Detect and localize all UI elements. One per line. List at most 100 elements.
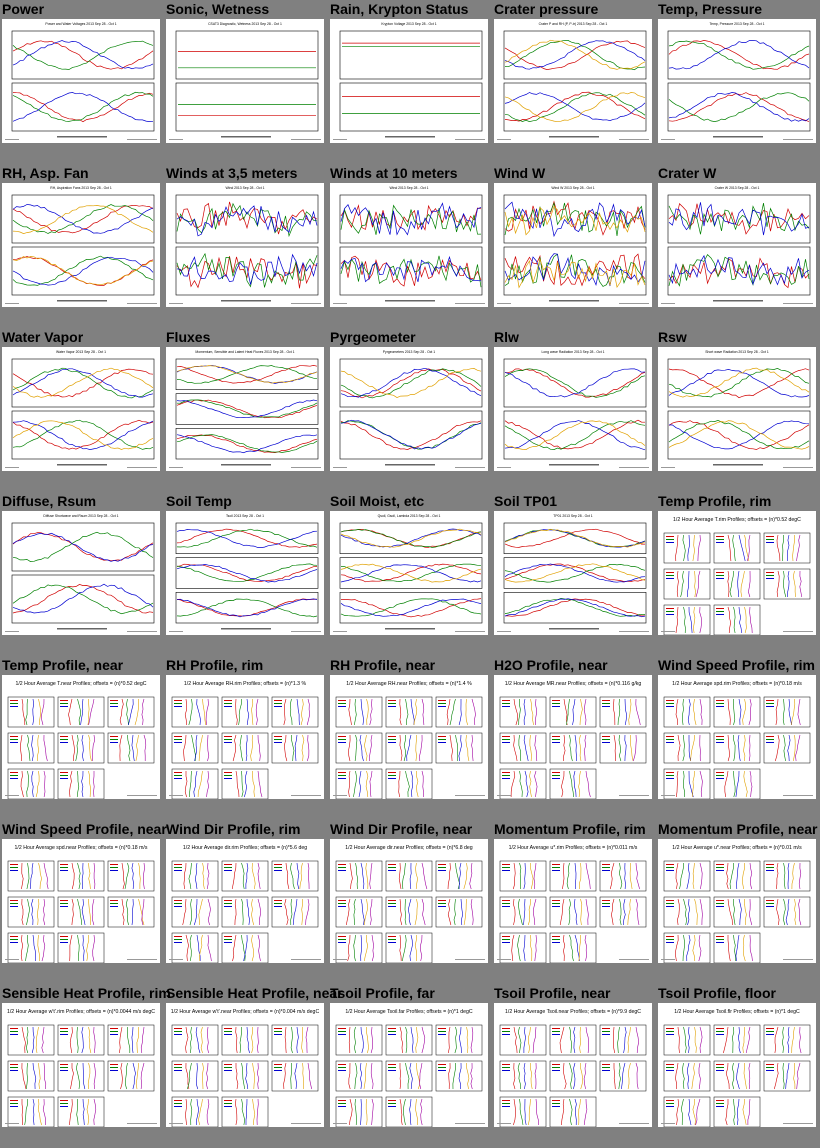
thumbnail-title[interactable]: H2O Profile, near: [494, 657, 608, 673]
thumbnail-title[interactable]: Fluxes: [166, 329, 211, 345]
plot-image[interactable]: Pyrgeometers 2013 Sep 28 - Oct 1: [330, 347, 488, 471]
plot-image[interactable]: 1/2 Hour Average u*.rim Profiles; offset…: [494, 839, 652, 963]
thumbnail-title[interactable]: Wind Dir Profile, near: [330, 821, 473, 837]
thumbnail-title[interactable]: RH Profile, rim: [166, 657, 264, 673]
thumbnail-pyrgeometer[interactable]: Pyrgeometer Pyrgeometers 2013 Sep 28 - Oc…: [328, 328, 492, 492]
thumbnail-title[interactable]: RH, Asp. Fan: [2, 165, 89, 181]
thumbnail-tsoil-profile-far[interactable]: Tsoil Profile, far 1/2 Hour Average Tsoil…: [328, 984, 492, 1148]
plot-image[interactable]: 1/2 Hour Average w't'.near Profiles; off…: [166, 1003, 324, 1127]
plot-image[interactable]: 1/2 Hour Average RH.rim Profiles; offset…: [166, 675, 324, 799]
plot-image[interactable]: 1/2 Hour Average dir.rim Profiles; offse…: [166, 839, 324, 963]
thumbnail-title[interactable]: Rsw: [658, 329, 687, 345]
thumbnail-title[interactable]: Winds at 10 meters: [330, 165, 458, 181]
thumbnail-tsoil-profile-floor[interactable]: Tsoil Profile, floor 1/2 Hour Average Tso…: [656, 984, 820, 1148]
thumbnail-fluxes[interactable]: Fluxes Momentum, Sensible and Latent Heat…: [164, 328, 328, 492]
thumbnail-soil-moist-etc[interactable]: Soil Moist, etc Qsoil, Gsoil, Lambda 2013…: [328, 492, 492, 656]
thumbnail-rh-asp-fan[interactable]: RH, Asp. Fan RH, Aspiration Fans 2013 Sep…: [0, 164, 164, 328]
thumbnail-title[interactable]: Tsoil Profile, far: [330, 985, 435, 1001]
plot-image[interactable]: Tsoil 2013 Sep 28 - Oct 1: [166, 511, 324, 635]
plot-image[interactable]: 1/2 Hour Average Tsoil.near Profiles; of…: [494, 1003, 652, 1127]
thumbnail-title[interactable]: Soil Moist, etc: [330, 493, 425, 509]
plot-image[interactable]: Wind 2013 Sep 28 - Oct 1: [330, 183, 488, 307]
thumbnail-temp-pressure[interactable]: Temp, Pressure Temp, Pressure 2013 Sep 28…: [656, 0, 820, 164]
plot-image[interactable]: 1/2 Hour Average T.near Profiles; offset…: [2, 675, 160, 799]
thumbnail-title[interactable]: Temp, Pressure: [658, 1, 763, 17]
thumbnail-title[interactable]: Crater W: [658, 165, 717, 181]
thumbnail-title[interactable]: Diffuse, Rsum: [2, 493, 97, 509]
plot-image[interactable]: CSAT3 Diagnostic, Wetness 2013 Sep 28 - …: [166, 19, 324, 143]
thumbnail-title[interactable]: Wind W: [494, 165, 546, 181]
thumbnail-title[interactable]: Rain, Krypton Status: [330, 1, 469, 17]
thumbnail-title[interactable]: Rlw: [494, 329, 519, 345]
thumbnail-temp-profile-near[interactable]: Temp Profile, near 1/2 Hour Average T.nea…: [0, 656, 164, 820]
plot-image[interactable]: Water Vapor 2013 Sep 28 - Oct 1: [2, 347, 160, 471]
thumbnail-title[interactable]: Tsoil Profile, floor: [658, 985, 776, 1001]
thumbnail-momentum-profile-near[interactable]: Momentum Profile, near 1/2 Hour Average u…: [656, 820, 820, 984]
plot-image[interactable]: 1/2 Hour Average T.rim Profiles; offsets…: [658, 511, 816, 635]
plot-image[interactable]: Long wave Radiation 2013 Sep 28 - Oct 1: [494, 347, 652, 471]
thumbnail-sensible-heat-profile-near[interactable]: Sensible Heat Profile, near 1/2 Hour Aver…: [164, 984, 343, 1148]
plot-image[interactable]: 1/2 Hour Average spd.rim Profiles; offse…: [658, 675, 816, 799]
plot-image[interactable]: 1/2 Hour Average Tsoil.far Profiles; off…: [330, 1003, 488, 1127]
plot-image[interactable]: Short wave Radiation 2013 Sep 28 - Oct 1: [658, 347, 816, 471]
thumbnail-title[interactable]: Soil TP01: [494, 493, 558, 509]
plot-image[interactable]: Wind 2013 Sep 28 - Oct 1: [166, 183, 324, 307]
plot-image[interactable]: Temp, Pressure 2013 Sep 28 - Oct 1: [658, 19, 816, 143]
thumbnail-title[interactable]: Sensible Heat Profile, rim: [2, 985, 171, 1001]
thumbnail-soil-temp[interactable]: Soil Temp Tsoil 2013 Sep 28 - Oct 1: [164, 492, 328, 656]
thumbnail-title[interactable]: Soil Temp: [166, 493, 232, 509]
thumbnail-momentum-profile-rim[interactable]: Momentum Profile, rim 1/2 Hour Average u*…: [492, 820, 656, 984]
thumbnail-title[interactable]: Momentum Profile, near: [658, 821, 818, 837]
thumbnail-title[interactable]: Wind Speed Profile, near: [2, 821, 167, 837]
thumbnail-wind-w[interactable]: Wind W Wind W 2013 Sep 28 - Oct 1: [492, 164, 656, 328]
thumbnail-title[interactable]: Water Vapor: [2, 329, 84, 345]
thumbnail-tsoil-profile-near[interactable]: Tsoil Profile, near 1/2 Hour Average Tsoi…: [492, 984, 656, 1148]
thumbnail-winds-at-3-5-meters[interactable]: Winds at 3,5 meters Wind 2013 Sep 28 - Oc…: [164, 164, 328, 328]
plot-image[interactable]: Crater P and RH (P, P-tr) 2013 Sep 28 - …: [494, 19, 652, 143]
thumbnail-wind-dir-profile-rim[interactable]: Wind Dir Profile, rim 1/2 Hour Average di…: [164, 820, 328, 984]
thumbnail-rh-profile-rim[interactable]: RH Profile, rim 1/2 Hour Average RH.rim P…: [164, 656, 328, 820]
thumbnail-wind-speed-profile-rim[interactable]: Wind Speed Profile, rim 1/2 Hour Average …: [656, 656, 820, 820]
thumbnail-title[interactable]: Sonic, Wetness: [166, 1, 270, 17]
thumbnail-rlw[interactable]: Rlw Long wave Radiation 2013 Sep 28 - Oct…: [492, 328, 656, 492]
thumbnail-title[interactable]: Temp Profile, near: [2, 657, 124, 673]
thumbnail-power[interactable]: Power Power and Water Voltages 2013 Sep 2…: [0, 0, 164, 164]
plot-image[interactable]: 1/2 Hour Average spd.near Profiles; offs…: [2, 839, 160, 963]
thumbnail-rsw[interactable]: Rsw Short wave Radiation 2013 Sep 28 - Oc…: [656, 328, 820, 492]
plot-image[interactable]: Krypton Voltage 2013 Sep 28 - Oct 1: [330, 19, 488, 143]
plot-image[interactable]: 1/2 Hour Average dir.near Profiles; offs…: [330, 839, 488, 963]
thumbnail-title[interactable]: Sensible Heat Profile, near: [166, 985, 343, 1001]
thumbnail-soil-tp01[interactable]: Soil TP01 TP01 2013 Sep 28 - Oct 1: [492, 492, 656, 656]
plot-image[interactable]: Power and Water Voltages 2013 Sep 28 - O…: [2, 19, 160, 143]
plot-image[interactable]: Qsoil, Gsoil, Lambda 2013 Sep 28 - Oct 1: [330, 511, 488, 635]
thumbnail-title[interactable]: Tsoil Profile, near: [494, 985, 611, 1001]
thumbnail-temp-profile-rim[interactable]: Temp Profile, rim 1/2 Hour Average T.rim …: [656, 492, 820, 656]
plot-image[interactable]: 1/2 Hour Average MR.near Profiles; offse…: [494, 675, 652, 799]
thumbnail-rain-krypton-status[interactable]: Rain, Krypton Status Krypton Voltage 2013…: [328, 0, 492, 164]
thumbnail-h2o-profile-near[interactable]: H2O Profile, near 1/2 Hour Average MR.nea…: [492, 656, 656, 820]
thumbnail-rh-profile-near[interactable]: RH Profile, near 1/2 Hour Average RH.near…: [328, 656, 492, 820]
thumbnail-title[interactable]: Power: [2, 1, 45, 17]
thumbnail-crater-w[interactable]: Crater W Crater W 2013 Sep 28 - Oct 1: [656, 164, 820, 328]
plot-image[interactable]: RH, Aspiration Fans 2013 Sep 28 - Oct 1: [2, 183, 160, 307]
thumbnail-crater-pressure[interactable]: Crater pressure Crater P and RH (P, P-tr)…: [492, 0, 656, 164]
thumbnail-title[interactable]: Crater pressure: [494, 1, 599, 17]
plot-image[interactable]: Momentum, Sensible and Latent Heat Fluxe…: [166, 347, 324, 471]
thumbnail-wind-dir-profile-near[interactable]: Wind Dir Profile, near 1/2 Hour Average d…: [328, 820, 492, 984]
plot-image[interactable]: 1/2 Hour Average Tsoil.flr Profiles; off…: [658, 1003, 816, 1127]
plot-image[interactable]: Crater W 2013 Sep 28 - Oct 1: [658, 183, 816, 307]
thumbnail-winds-at-10-meters[interactable]: Winds at 10 meters Wind 2013 Sep 28 - Oct…: [328, 164, 492, 328]
plot-image[interactable]: Diffuse Shortwave and Rsum 2013 Sep 28 -…: [2, 511, 160, 635]
thumbnail-title[interactable]: RH Profile, near: [330, 657, 436, 673]
thumbnail-title[interactable]: Momentum Profile, rim: [494, 821, 646, 837]
plot-image[interactable]: Wind W 2013 Sep 28 - Oct 1: [494, 183, 652, 307]
thumbnail-sensible-heat-profile-rim[interactable]: Sensible Heat Profile, rim 1/2 Hour Avera…: [0, 984, 171, 1148]
thumbnail-title[interactable]: Wind Dir Profile, rim: [166, 821, 301, 837]
plot-image[interactable]: 1/2 Hour Average w't'.rim Profiles; offs…: [2, 1003, 160, 1127]
thumbnail-title[interactable]: Winds at 3,5 meters: [166, 165, 298, 181]
thumbnail-water-vapor[interactable]: Water Vapor Water Vapor 2013 Sep 28 - Oct…: [0, 328, 164, 492]
thumbnail-title[interactable]: Pyrgeometer: [330, 329, 416, 345]
plot-image[interactable]: 1/2 Hour Average u*.near Profiles; offse…: [658, 839, 816, 963]
plot-image[interactable]: 1/2 Hour Average RH.near Profiles; offse…: [330, 675, 488, 799]
thumbnail-title[interactable]: Wind Speed Profile, rim: [658, 657, 816, 673]
